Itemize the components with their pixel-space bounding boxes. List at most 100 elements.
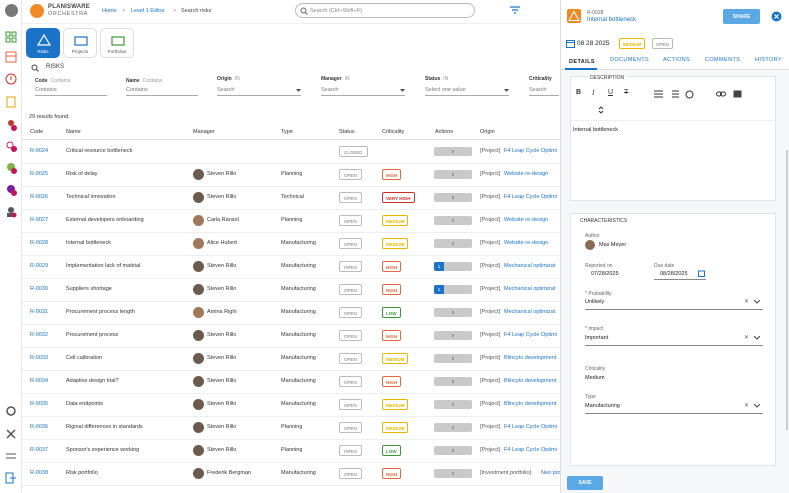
- table-row[interactable]: R-0031 Procurement process length Amina Ri…: [22, 302, 560, 325]
- team-icon[interactable]: [5, 119, 17, 131]
- table-row[interactable]: R-0027 External developers onboarding Carl…: [22, 210, 560, 233]
- origin-link[interactable]: Mechanical optimizat: [504, 286, 556, 292]
- sliders-icon[interactable]: [5, 450, 17, 462]
- checklist-icon[interactable]: [685, 90, 694, 99]
- origin-link[interactable]: Blincyto development: [504, 355, 557, 361]
- clear-icon[interactable]: ✕: [744, 403, 750, 409]
- tab-comments[interactable]: COMMENTS: [705, 57, 741, 63]
- virus-icon[interactable]: [5, 184, 17, 196]
- expand-icon[interactable]: [598, 106, 604, 114]
- actions-bar[interactable]: 0: [434, 469, 472, 478]
- filter-origin-input[interactable]: Search: [217, 85, 301, 96]
- numbered-list-icon[interactable]: [670, 90, 679, 98]
- bug-icon[interactable]: [5, 162, 17, 174]
- actions-bar[interactable]: 0: [434, 377, 472, 386]
- risk-code-link[interactable]: R-0028: [30, 240, 49, 246]
- probability-select[interactable]: Unlikely: [585, 299, 605, 305]
- settings-icon[interactable]: [5, 405, 17, 417]
- actions-bar[interactable]: 0: [434, 446, 472, 455]
- documents-icon[interactable]: [5, 96, 17, 108]
- risk-code-link[interactable]: R-0036: [30, 424, 49, 430]
- calendar-icon[interactable]: [566, 39, 575, 48]
- impact-select[interactable]: Important: [585, 335, 609, 341]
- filter-manager-input[interactable]: Search: [321, 85, 405, 96]
- share-button[interactable]: SHARE: [723, 9, 760, 24]
- table-row[interactable]: R-0025 Risk of delay Steven Rillo Planning O…: [22, 164, 560, 187]
- actions-bar[interactable]: 0: [434, 331, 472, 340]
- tab-history[interactable]: HISTORY: [755, 57, 783, 63]
- breadcrumb-home[interactable]: Home: [102, 8, 117, 14]
- column-header-criticality[interactable]: Criticality: [382, 129, 405, 135]
- alert-icon[interactable]: [5, 73, 17, 85]
- origin-link[interactable]: Website re-design: [504, 217, 549, 223]
- origin-link[interactable]: Blincyto development: [504, 378, 557, 384]
- origin-link[interactable]: Neo pro: [541, 470, 560, 476]
- tab-risks[interactable]: Risks: [26, 28, 60, 58]
- actions-bar[interactable]: 0: [434, 170, 472, 179]
- risk-code-link[interactable]: R-0031: [30, 309, 49, 315]
- person-icon[interactable]: [5, 206, 17, 218]
- risk-code-link[interactable]: R-0024: [30, 148, 49, 154]
- table-row[interactable]: R-0026 Technical innovation Steven Rillo Te…: [22, 187, 560, 210]
- user-avatar[interactable]: [5, 4, 18, 17]
- actions-bar[interactable]: 0: [434, 400, 472, 409]
- bold-button[interactable]: B: [576, 89, 582, 96]
- link-icon[interactable]: [716, 90, 726, 98]
- risk-code-link[interactable]: R-0037: [30, 447, 49, 453]
- origin-link[interactable]: Website re-design: [504, 240, 549, 246]
- search-icon[interactable]: [31, 64, 39, 72]
- chevron-down-icon[interactable]: [400, 89, 405, 93]
- actions-bar[interactable]: 0: [434, 147, 472, 156]
- risk-code-link[interactable]: R-0033: [30, 355, 49, 361]
- filter-operator[interactable]: Contains: [50, 78, 71, 84]
- filter-operator[interactable]: IN: [443, 76, 449, 82]
- table-row[interactable]: R-0038 Risk portfolio Frederik Bergman Manu…: [22, 463, 560, 486]
- filter-name-input[interactable]: Contains: [126, 85, 198, 96]
- table-row[interactable]: R-0032 Procurement process Steven Rillo Man…: [22, 325, 560, 348]
- strikethrough-button[interactable]: T: [624, 89, 629, 96]
- save-button[interactable]: SAVE: [567, 476, 603, 490]
- chevron-down-icon[interactable]: [754, 336, 760, 340]
- breadcrumb-level[interactable]: Level 1 Editor: [131, 8, 165, 14]
- table-row[interactable]: R-0035 Data endpoints Steven Rillo Manufact…: [22, 394, 560, 417]
- column-header-manager[interactable]: Manager: [193, 129, 215, 135]
- risk-code-link[interactable]: R-0030: [30, 286, 49, 292]
- filter-status-select[interactable]: Select one value: [425, 85, 509, 96]
- dashboard-icon[interactable]: [5, 31, 17, 43]
- risk-code-link[interactable]: R-0027: [30, 217, 49, 223]
- origin-link[interactable]: Website re-design: [504, 171, 549, 177]
- column-header-status[interactable]: Status: [339, 129, 355, 135]
- logout-icon[interactable]: [5, 472, 17, 484]
- actions-bar[interactable]: 0: [434, 193, 472, 202]
- origin-link[interactable]: Mechanical optimizat: [504, 309, 556, 315]
- filter-criticality-input[interactable]: Search: [529, 85, 559, 96]
- risk-code-link[interactable]: R-0035: [30, 401, 49, 407]
- risk-code-link[interactable]: R-0038: [30, 470, 49, 476]
- column-header-code[interactable]: Code: [30, 129, 44, 135]
- actions-bar[interactable]: 0: [434, 216, 472, 225]
- calendar-icon[interactable]: [698, 270, 705, 277]
- table-row[interactable]: R-0028 Internal bottleneck Alice Hubert Man…: [22, 233, 560, 256]
- bullet-list-icon[interactable]: [654, 90, 663, 98]
- origin-link[interactable]: Mechanical optimizat: [504, 263, 556, 269]
- bubble-icon[interactable]: [5, 140, 17, 152]
- chevron-down-icon[interactable]: [504, 89, 509, 93]
- due-date-input[interactable]: 08/28/2025: [660, 271, 688, 277]
- filter-operator[interactable]: Contains: [142, 78, 163, 84]
- risk-code-link[interactable]: R-0025: [30, 171, 49, 177]
- underline-button[interactable]: U: [608, 89, 614, 96]
- italic-button[interactable]: I: [592, 89, 595, 97]
- table-row[interactable]: R-0034 Adaptive design trial? Steven Rillo…: [22, 371, 560, 394]
- table-row[interactable]: R-0033 Cell calibration Steven Rillo Manufa…: [22, 348, 560, 371]
- tab-portfolios[interactable]: Portfolios: [100, 28, 134, 58]
- chevron-down-icon[interactable]: [754, 300, 760, 304]
- table-row[interactable]: R-0037 Sponsor's experience working Steven…: [22, 440, 560, 463]
- close-icon[interactable]: [771, 11, 782, 22]
- table-row[interactable]: R-0030 Suppliers shortage Steven Rillo Manu…: [22, 279, 560, 302]
- origin-link[interactable]: F4 Leap Cycle Optimi: [504, 148, 557, 154]
- tab-projects[interactable]: Projects: [63, 28, 97, 58]
- table-row[interactable]: R-0036 Riginal differences in standards St…: [22, 417, 560, 440]
- actions-bar[interactable]: 1: [434, 262, 472, 271]
- origin-link[interactable]: F4 Leap Cycle Optimi: [504, 332, 557, 338]
- column-header-origin[interactable]: Origin: [480, 129, 495, 135]
